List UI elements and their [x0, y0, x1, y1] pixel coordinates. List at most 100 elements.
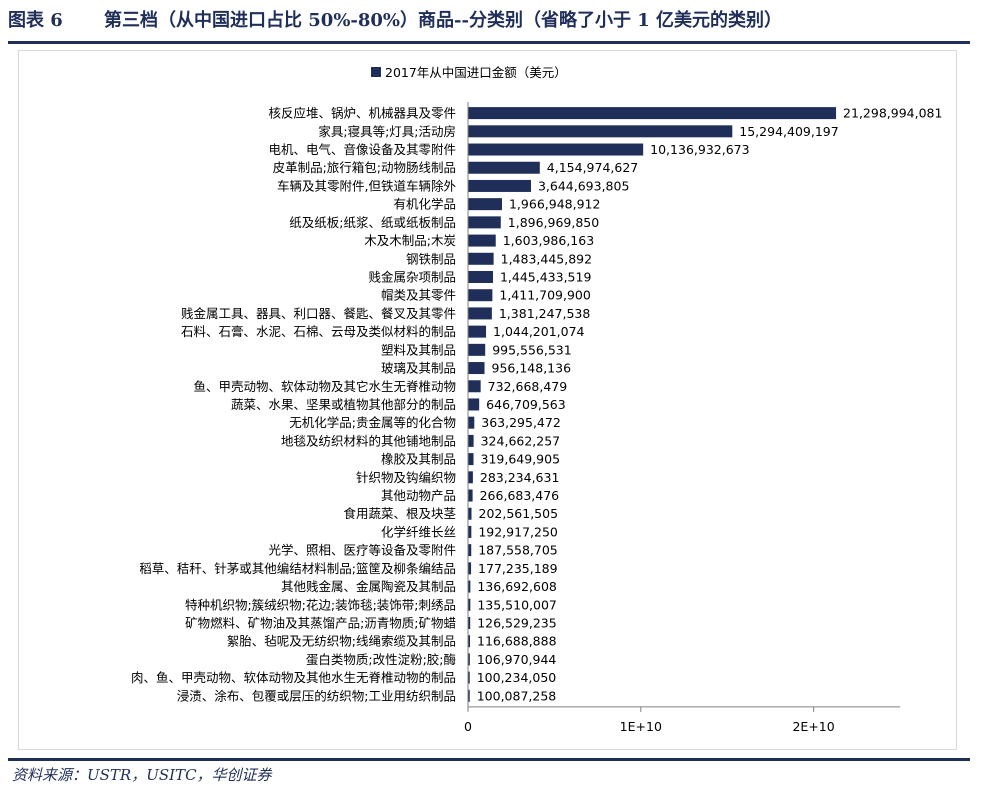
bar	[468, 562, 472, 575]
category-label: 木及木制品;木炭	[364, 233, 456, 248]
bar	[468, 453, 474, 466]
value-label: 646,709,563	[486, 397, 566, 412]
category-label: 塑料及其制品	[381, 342, 456, 357]
bar	[468, 525, 472, 538]
figure-title: 图表 6 第三档（从中国进口占比 50%-80%）商品--分类别（省略了小于 1 …	[8, 4, 980, 38]
value-label: 319,649,905	[481, 452, 561, 467]
category-label: 食用蔬菜、根及块茎	[343, 506, 456, 521]
category-label: 石料、石膏、水泥、石棉、云母及类似材料的制品	[181, 324, 456, 339]
value-label: 266,683,476	[480, 488, 560, 503]
value-label: 1,445,433,519	[500, 270, 591, 285]
value-label: 187,558,705	[478, 543, 558, 558]
category-label: 无机化学品;贵金属等的化合物	[289, 415, 456, 430]
category-label: 蛋白类物质;改性淀粉;胶;酶	[306, 652, 456, 667]
value-label: 10,136,932,673	[650, 142, 749, 157]
category-label: 电机、电气、音像设备及其零附件	[268, 142, 456, 157]
value-label: 1,483,445,892	[501, 251, 592, 266]
value-label: 136,692,608	[477, 579, 557, 594]
value-label: 283,234,631	[480, 470, 560, 485]
bar	[468, 307, 492, 320]
category-label: 贱金属杂项制品	[368, 270, 456, 285]
value-label: 126,529,235	[477, 615, 557, 630]
category-label: 贱金属工具、器具、利口器、餐匙、餐叉及其零件	[181, 306, 456, 321]
bar	[468, 635, 471, 648]
value-label: 202,561,505	[479, 506, 559, 521]
bar	[468, 107, 837, 120]
bar	[468, 252, 494, 265]
bar	[468, 271, 493, 283]
bar	[468, 489, 473, 502]
category-label: 浸渍、涂布、包覆或层压的纺织物;工业用纺织制品	[177, 688, 456, 703]
value-label: 4,154,974,627	[547, 160, 638, 175]
category-label: 玻璃及其制品	[381, 361, 456, 376]
category-label: 地毯及纺织材料的其他铺地制品	[281, 433, 456, 448]
category-label: 纸及纸板;纸浆、纸或纸板制品	[289, 215, 456, 230]
bar	[468, 380, 481, 393]
legend-swatch	[371, 67, 381, 77]
value-label: 1,044,201,074	[493, 324, 584, 339]
figure-number: 图表 6	[8, 10, 63, 31]
source-note: 资料来源：USTR，USITC，华创证券	[12, 766, 272, 784]
footer-divider	[8, 758, 970, 761]
bar	[468, 143, 644, 156]
category-label: 特种机织物;簇绒织物;花边;装饰毯;装饰带;刺绣品	[185, 597, 456, 612]
value-label: 732,668,479	[488, 379, 568, 394]
bar	[468, 179, 531, 192]
category-label: 橡胶及其制品	[381, 452, 456, 467]
value-label: 100,234,050	[477, 670, 557, 685]
title-divider	[8, 41, 970, 44]
category-label: 帽类及其零件	[381, 288, 456, 303]
value-label: 1,411,709,900	[499, 288, 590, 303]
x-tick-label: 2E+10	[792, 719, 834, 734]
bar	[468, 471, 473, 484]
x-tick-label: 1E+10	[620, 719, 662, 734]
category-label: 皮革制品;旅行箱包;动物肠线制品	[273, 160, 456, 175]
category-label: 其他动物产品	[381, 488, 456, 503]
value-label: 324,662,257	[481, 433, 561, 448]
value-label: 15,294,409,197	[739, 124, 838, 139]
category-label: 蔬菜、水果、坚果或植物其他部分的制品	[231, 397, 456, 412]
value-label: 1,966,948,912	[509, 197, 600, 212]
legend-label: 2017年从中国进口金额（美元）	[385, 65, 567, 80]
bar	[468, 598, 471, 611]
category-label: 钢铁制品	[406, 251, 456, 266]
category-label: 核反应堆、锅炉、机械器具及零件	[268, 106, 456, 121]
figure-title-text: 第三档（从中国进口占比 50%-80%）商品--分类别（省略了小于 1 亿美元的…	[104, 10, 783, 31]
value-label: 116,688,888	[477, 634, 557, 649]
value-label: 995,556,531	[492, 342, 572, 357]
value-label: 956,148,136	[492, 361, 572, 376]
bar	[468, 216, 501, 229]
value-label: 135,510,007	[477, 597, 557, 612]
value-label: 106,970,944	[477, 652, 557, 667]
value-label: 1,381,247,538	[499, 306, 590, 321]
value-label: 1,603,986,163	[503, 233, 594, 248]
bar	[468, 161, 540, 174]
category-label: 化学纤维长丝	[381, 524, 456, 539]
bar	[468, 416, 475, 429]
bar	[468, 289, 493, 302]
bar	[468, 653, 470, 666]
bar	[468, 689, 470, 702]
bar	[468, 125, 733, 138]
value-label: 100,087,258	[477, 688, 557, 703]
category-label: 稻草、秸秆、针茅或其他编结材料制品;篮筐及柳条编结品	[139, 561, 456, 576]
category-label: 家具;寝具等;灯具;活动房	[318, 124, 456, 139]
value-label: 363,295,472	[481, 415, 561, 430]
bar	[468, 580, 471, 593]
category-label: 矿物燃料、矿物油及其蒸馏产品;沥青物质;矿物蜡	[185, 615, 456, 630]
category-label: 其他贱金属、金属陶瓷及其制品	[281, 579, 456, 594]
bar	[468, 325, 487, 338]
category-label: 絮胎、毡呢及无纺织物;线绳索缆及其制品	[227, 634, 456, 649]
value-label: 21,298,994,081	[843, 106, 942, 121]
bar	[468, 198, 502, 211]
bar	[468, 343, 486, 356]
bar	[468, 398, 480, 411]
value-label: 177,235,189	[478, 561, 558, 576]
category-label: 有机化学品	[393, 197, 456, 212]
bar	[468, 434, 474, 447]
bar	[468, 362, 485, 375]
category-label: 车辆及其零附件,但铁道车辆除外	[277, 178, 456, 193]
x-tick-label: 0	[464, 719, 472, 734]
chart-frame	[18, 50, 957, 750]
